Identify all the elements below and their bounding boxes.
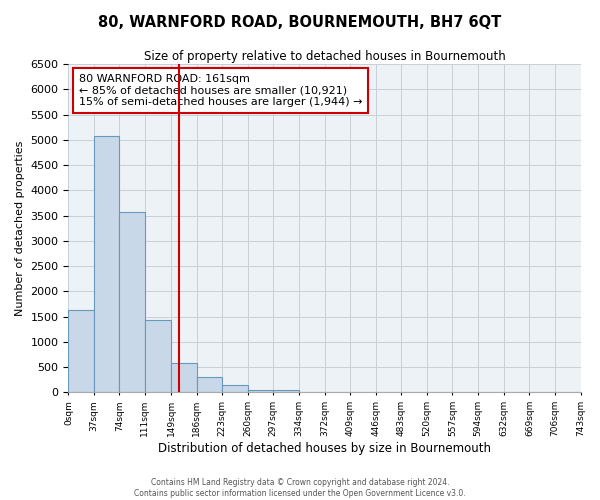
Title: Size of property relative to detached houses in Bournemouth: Size of property relative to detached ho… <box>143 50 505 63</box>
Bar <box>68 310 94 392</box>
Bar <box>119 212 145 392</box>
Bar <box>273 390 299 392</box>
Bar <box>197 378 222 392</box>
X-axis label: Distribution of detached houses by size in Bournemouth: Distribution of detached houses by size … <box>158 442 491 455</box>
Text: 80, WARNFORD ROAD, BOURNEMOUTH, BH7 6QT: 80, WARNFORD ROAD, BOURNEMOUTH, BH7 6QT <box>98 15 502 30</box>
Bar <box>222 385 248 392</box>
Bar <box>248 390 273 392</box>
Bar <box>94 136 119 392</box>
Bar <box>145 320 171 392</box>
Text: 80 WARNFORD ROAD: 161sqm
← 85% of detached houses are smaller (10,921)
15% of se: 80 WARNFORD ROAD: 161sqm ← 85% of detach… <box>79 74 362 107</box>
Text: Contains HM Land Registry data © Crown copyright and database right 2024.
Contai: Contains HM Land Registry data © Crown c… <box>134 478 466 498</box>
Bar <box>171 362 197 392</box>
Y-axis label: Number of detached properties: Number of detached properties <box>15 140 25 316</box>
